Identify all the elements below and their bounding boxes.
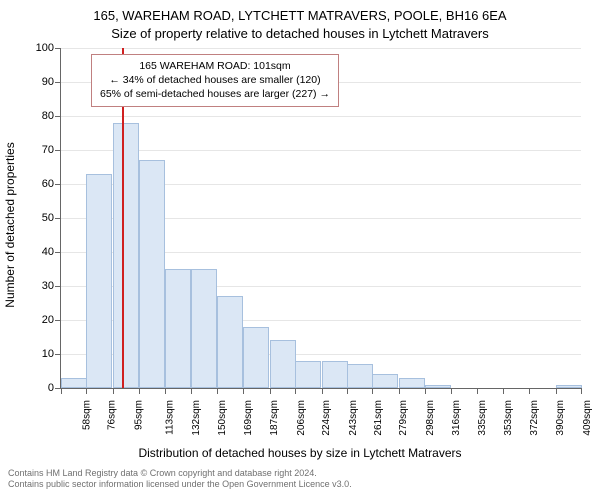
tick-x	[61, 388, 62, 394]
tick-x-label: 372sqm	[530, 400, 541, 436]
tick-y-label: 30	[24, 280, 54, 292]
tick-x-label: 58sqm	[82, 400, 93, 430]
tick-x	[243, 388, 244, 394]
histogram-bar	[556, 385, 582, 388]
tick-y	[55, 116, 61, 117]
tick-x-label: 390sqm	[555, 400, 566, 436]
histogram-bar	[322, 361, 348, 388]
tick-x	[556, 388, 557, 394]
histogram-bar	[399, 378, 425, 388]
tick-y-label: 10	[24, 348, 54, 360]
tick-x	[372, 388, 373, 394]
histogram-bar	[425, 385, 451, 388]
tick-x	[270, 388, 271, 394]
annotation-box: 165 WAREHAM ROAD: 101sqm ← 34% of detach…	[91, 54, 339, 107]
tick-x	[529, 388, 530, 394]
gridline-h	[61, 48, 581, 49]
tick-y	[55, 48, 61, 49]
tick-x-label: 409sqm	[582, 400, 593, 436]
chart-container: 165, WAREHAM ROAD, LYTCHETT MATRAVERS, P…	[0, 0, 600, 500]
tick-x	[322, 388, 323, 394]
tick-x	[581, 388, 582, 394]
histogram-bar	[372, 374, 398, 388]
histogram-bar	[165, 269, 191, 388]
tick-x-label: 206sqm	[296, 400, 307, 436]
histogram-bar	[113, 123, 139, 388]
tick-y-label: 80	[24, 110, 54, 122]
histogram-bar	[217, 296, 243, 388]
tick-x	[139, 388, 140, 394]
tick-x-label: 113sqm	[164, 400, 175, 435]
tick-x	[86, 388, 87, 394]
tick-x-label: 298sqm	[425, 400, 436, 436]
histogram-bar	[347, 364, 373, 388]
tick-x	[503, 388, 504, 394]
tick-x	[165, 388, 166, 394]
footer-line-1: Contains HM Land Registry data © Crown c…	[8, 468, 352, 479]
tick-x-label: 353sqm	[503, 400, 514, 436]
tick-x	[191, 388, 192, 394]
histogram-bar	[139, 160, 165, 388]
tick-y-label: 0	[24, 382, 54, 394]
tick-y-label: 70	[24, 144, 54, 156]
footer-attribution: Contains HM Land Registry data © Crown c…	[8, 468, 352, 491]
tick-y	[55, 150, 61, 151]
tick-x	[347, 388, 348, 394]
tick-x-label: 169sqm	[244, 400, 255, 436]
tick-y	[55, 286, 61, 287]
plot-area: 165 WAREHAM ROAD: 101sqm ← 34% of detach…	[60, 48, 581, 389]
tick-y	[55, 252, 61, 253]
histogram-bar	[191, 269, 217, 388]
tick-x	[399, 388, 400, 394]
tick-x	[451, 388, 452, 394]
footer-line-2: Contains public sector information licen…	[8, 479, 352, 490]
tick-y-label: 90	[24, 76, 54, 88]
tick-y-label: 60	[24, 178, 54, 190]
histogram-bar	[61, 378, 87, 388]
annotation-line-2: ← 34% of detached houses are smaller (12…	[100, 73, 330, 87]
tick-x-label: 150sqm	[217, 400, 228, 436]
tick-x-label: 224sqm	[321, 400, 332, 436]
histogram-bar	[295, 361, 321, 388]
tick-x-label: 261sqm	[373, 400, 384, 436]
tick-x	[217, 388, 218, 394]
y-axis-label: Number of detached properties	[3, 142, 17, 307]
tick-y-label: 50	[24, 212, 54, 224]
tick-x	[477, 388, 478, 394]
tick-y-label: 100	[24, 42, 54, 54]
annotation-line-3: 65% of semi-detached houses are larger (…	[100, 87, 330, 101]
x-axis-label: Distribution of detached houses by size …	[0, 446, 600, 460]
tick-x-label: 95sqm	[134, 400, 145, 430]
tick-x-label: 243sqm	[348, 400, 359, 436]
annotation-line-1: 165 WAREHAM ROAD: 101sqm	[100, 59, 330, 73]
gridline-h	[61, 116, 581, 117]
tick-x	[425, 388, 426, 394]
tick-x-label: 187sqm	[269, 400, 280, 436]
histogram-bar	[243, 327, 269, 388]
tick-x-label: 132sqm	[191, 400, 202, 436]
tick-x-label: 316sqm	[451, 400, 462, 436]
tick-x-label: 279sqm	[399, 400, 410, 436]
tick-y	[55, 184, 61, 185]
tick-y	[55, 82, 61, 83]
tick-x	[295, 388, 296, 394]
tick-x-label: 335sqm	[477, 400, 488, 436]
tick-y-label: 20	[24, 314, 54, 326]
histogram-bar	[86, 174, 112, 388]
histogram-bar	[270, 340, 296, 388]
tick-y	[55, 354, 61, 355]
tick-x-label: 76sqm	[107, 400, 118, 430]
tick-y	[55, 218, 61, 219]
tick-y-label: 40	[24, 246, 54, 258]
tick-x	[113, 388, 114, 394]
tick-y	[55, 320, 61, 321]
title-line-2: Size of property relative to detached ho…	[0, 26, 600, 41]
title-line-1: 165, WAREHAM ROAD, LYTCHETT MATRAVERS, P…	[0, 8, 600, 23]
